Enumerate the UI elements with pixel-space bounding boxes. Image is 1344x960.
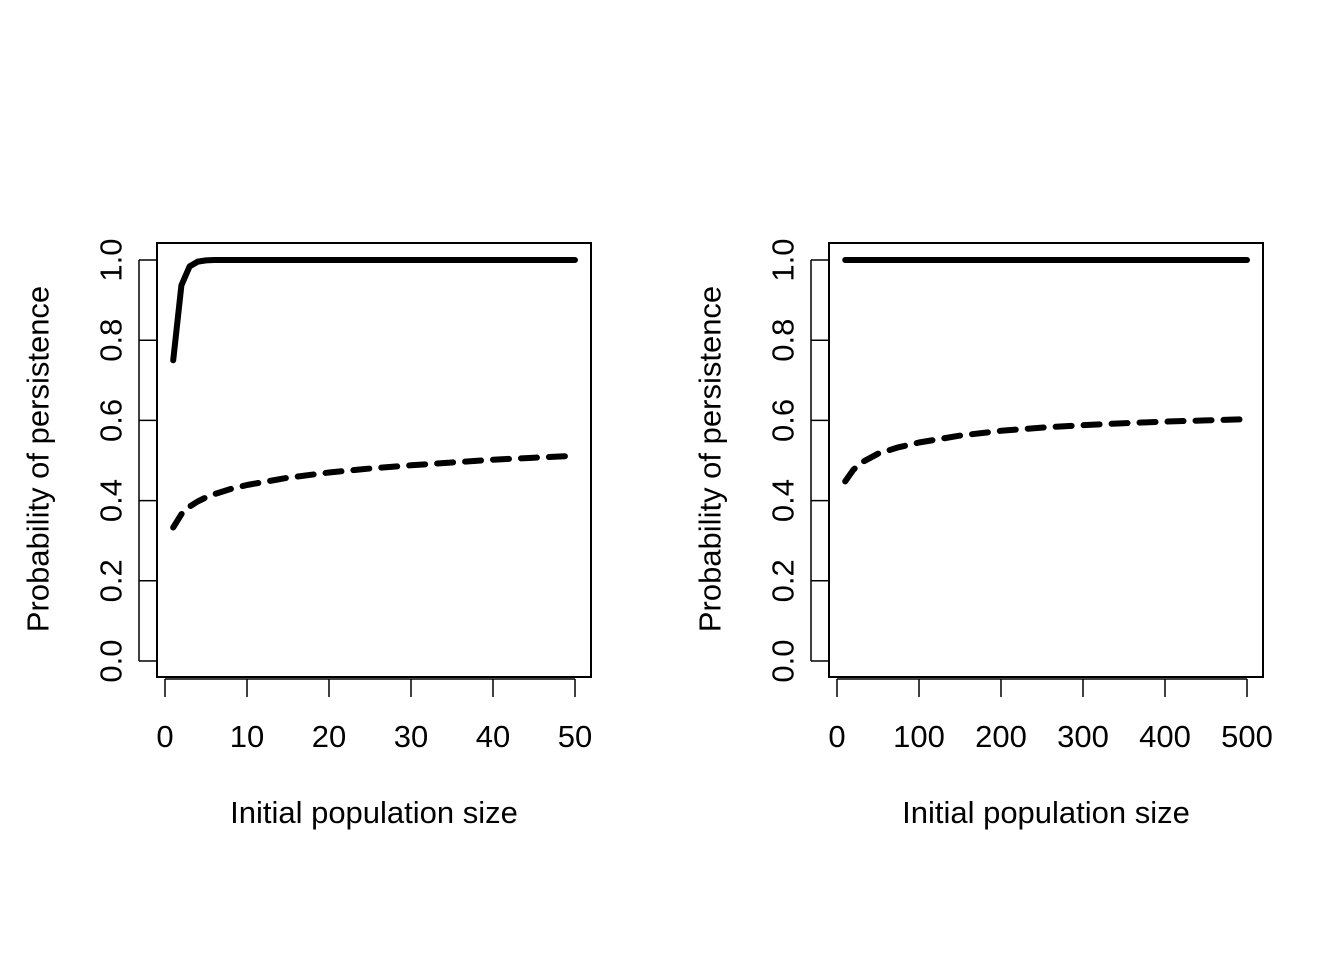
right-chart-panel: 0 100 200 300 400 500 0.0 0.2 0.4 0.6 0.8 1.0 Initia… <box>693 238 1273 830</box>
x-tick-label: 300 <box>1057 719 1109 754</box>
x-tick-label: 30 <box>394 719 428 754</box>
y-tick-label: 0.6 <box>766 399 801 442</box>
x-tick-label: 10 <box>230 719 264 754</box>
y-tick-label: 0.0 <box>766 639 801 682</box>
y-axis-title: Probability of persistence <box>21 286 56 632</box>
x-tick-label: 100 <box>893 719 945 754</box>
y-tick-label: 0.4 <box>94 479 129 522</box>
y-tick-label: 0.2 <box>766 559 801 602</box>
y-tick-label: 0.6 <box>94 399 129 442</box>
left-chart-panel: 0 10 20 30 40 50 0.0 0.2 0.4 0.6 0.8 1.0 Initial pop… <box>21 238 593 830</box>
x-tick-label: 0 <box>156 719 173 754</box>
dashed-series-line <box>842 416 1250 485</box>
y-axis-title: Probability of persistence <box>693 286 728 632</box>
x-tick-label: 400 <box>1139 719 1191 754</box>
y-tick-label: 0.0 <box>94 639 129 682</box>
plot-frame <box>828 242 1264 678</box>
x-axis-title: Initial population size <box>230 795 518 830</box>
x-tick-label: 50 <box>558 719 592 754</box>
y-tick-label: 1.0 <box>94 238 129 281</box>
dashed-series-line <box>170 452 578 531</box>
x-tick-label: 200 <box>975 719 1027 754</box>
x-axis-title: Initial population size <box>902 795 1190 830</box>
x-tick-label: 40 <box>476 719 510 754</box>
y-tick-label: 1.0 <box>766 238 801 281</box>
x-tick-label: 500 <box>1221 719 1273 754</box>
y-tick-label: 0.8 <box>94 319 129 362</box>
x-tick-label: 20 <box>312 719 346 754</box>
y-tick-label: 0.8 <box>766 319 801 362</box>
solid-series-line <box>170 257 578 364</box>
x-tick-label: 0 <box>828 719 845 754</box>
y-tick-label: 0.2 <box>94 559 129 602</box>
plot-frame <box>156 242 592 678</box>
y-tick-label: 0.4 <box>766 479 801 522</box>
